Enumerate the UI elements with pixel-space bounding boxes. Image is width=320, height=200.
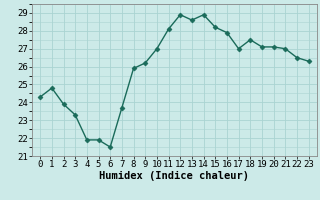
X-axis label: Humidex (Indice chaleur): Humidex (Indice chaleur) <box>100 171 249 181</box>
